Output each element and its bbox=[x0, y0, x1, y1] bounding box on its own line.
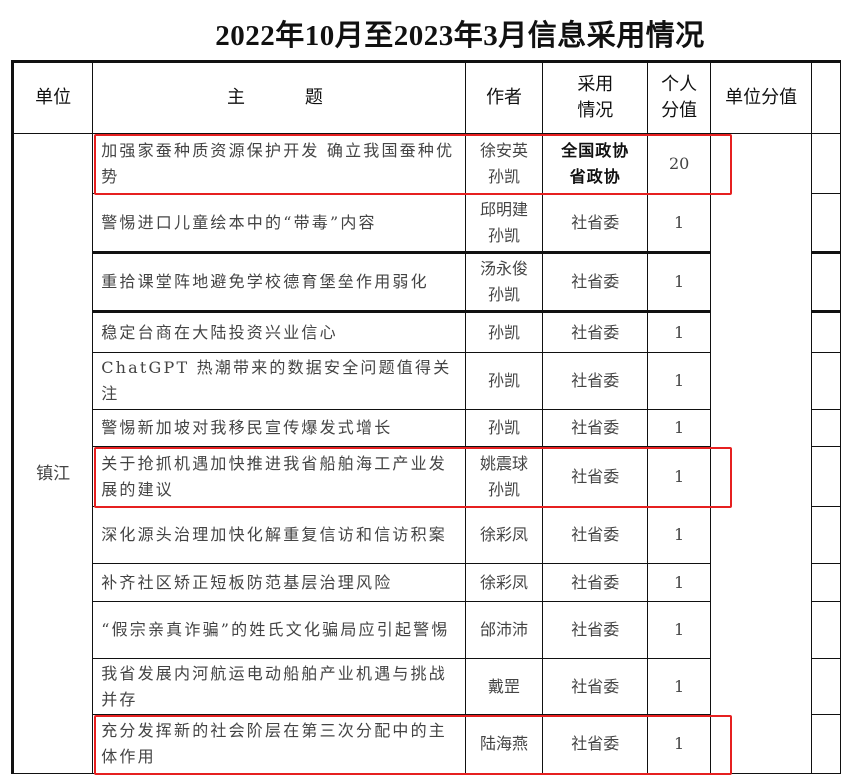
author-cell: 孙凯 bbox=[464, 409, 544, 447]
extra-cell bbox=[811, 409, 841, 447]
table-row: ChatGPT 热潮带来的数据安全问题值得关注 孙凯 社省委 1 bbox=[13, 352, 841, 410]
extra-cell bbox=[811, 193, 841, 253]
extra-cell bbox=[811, 601, 841, 659]
adoption-cell: 社省委 bbox=[542, 251, 649, 312]
header-personal-score: 个人分值 bbox=[647, 61, 712, 134]
personal-score-cell: 1 bbox=[647, 352, 712, 410]
unit-cell: 镇江 bbox=[11, 133, 94, 774]
author-cell: 汤永俊 孙凯 bbox=[464, 251, 544, 312]
table-row: 深化源头治理加快化解重复信访和信访积案 徐彩凤 社省委 1 bbox=[13, 506, 841, 564]
adoption-cell: 社省委 bbox=[542, 658, 649, 715]
page-title: 2022年10月至2023年3月信息采用情况 bbox=[215, 20, 705, 52]
adoption-cell: 社省委 bbox=[542, 409, 649, 447]
extra-cell bbox=[811, 352, 841, 410]
personal-score-cell: 1 bbox=[647, 409, 712, 447]
topic-cell: 深化源头治理加快化解重复信访和信访积案 bbox=[92, 506, 466, 564]
personal-score-cell: 1 bbox=[647, 251, 712, 312]
extra-cell bbox=[811, 133, 841, 194]
author-cell: 邱明建 孙凯 bbox=[464, 193, 544, 253]
personal-score-cell: 1 bbox=[647, 601, 712, 659]
adoption-cell: 社省委 bbox=[542, 310, 649, 353]
personal-score-cell: 1 bbox=[647, 506, 712, 564]
topic-cell: 警惕进口儿童绘本中的“带毒”内容 bbox=[92, 193, 466, 253]
author-cell: 徐彩凤 bbox=[464, 506, 544, 564]
extra-cell bbox=[811, 506, 841, 564]
adoption-cell: 社省委 bbox=[542, 714, 649, 774]
adoption-cell: 社省委 bbox=[542, 601, 649, 659]
topic-cell: 重拾课堂阵地避免学校德育堡垒作用弱化 bbox=[92, 251, 466, 312]
adoption-cell: 社省委 bbox=[542, 446, 649, 507]
personal-score-cell: 1 bbox=[647, 714, 712, 774]
topic-cell: “假宗亲真诈骗”的姓氏文化骗局应引起警惕 bbox=[92, 601, 466, 659]
table-row: 补齐社区矫正短板防范基层治理风险 徐彩凤 社省委 1 bbox=[13, 563, 841, 602]
table-row: “假宗亲真诈骗”的姓氏文化骗局应引起警惕 邰沛沛 社省委 1 bbox=[13, 601, 841, 659]
author-cell: 姚震球 孙凯 bbox=[464, 446, 544, 507]
adoption-cell: 社省委 bbox=[542, 506, 649, 564]
table-row: 稳定台商在大陆投资兴业信心 孙凯 社省委 1 bbox=[13, 310, 841, 353]
topic-cell: 警惕新加坡对我移民宣传爆发式增长 bbox=[92, 409, 466, 447]
header-adoption: 采用情况 bbox=[542, 61, 649, 134]
author-cell: 邰沛沛 bbox=[464, 601, 544, 659]
personal-score-cell: 1 bbox=[647, 193, 712, 253]
table-row: 重拾课堂阵地避免学校德育堡垒作用弱化 汤永俊 孙凯 社省委 1 bbox=[13, 251, 841, 312]
extra-cell bbox=[811, 658, 841, 715]
info-adoption-table: 单位 主 题 作者 采用情况 个人分值 单位分值 镇江 加强家蚕种质资源保护开发 … bbox=[11, 60, 841, 774]
header-unit: 单位 bbox=[11, 61, 94, 134]
personal-score-cell: 1 bbox=[647, 563, 712, 602]
header-unit-score: 单位分值 bbox=[710, 61, 813, 134]
personal-score-cell: 1 bbox=[647, 446, 712, 507]
topic-cell: 加强家蚕种质资源保护开发 确立我国蚕种优势 bbox=[92, 133, 466, 194]
adoption-cell: 全国政协 省政协 bbox=[542, 133, 649, 194]
topic-cell: 我省发展内河航运电动船舶产业机遇与挑战并存 bbox=[92, 658, 466, 715]
table-row: 我省发展内河航运电动船舶产业机遇与挑战并存 戴罡 社省委 1 bbox=[13, 658, 841, 715]
header-topic: 主 题 bbox=[92, 61, 466, 134]
author-cell: 徐安英 孙凯 bbox=[464, 133, 544, 194]
topic-cell: 稳定台商在大陆投资兴业信心 bbox=[92, 310, 466, 353]
personal-score-cell: 1 bbox=[647, 658, 712, 715]
header-extra bbox=[811, 61, 841, 134]
adoption-cell: 社省委 bbox=[542, 352, 649, 410]
topic-cell: 充分发挥新的社会阶层在第三次分配中的主体作用 bbox=[92, 714, 466, 774]
extra-cell bbox=[811, 714, 841, 774]
table-row: 警惕新加坡对我移民宣传爆发式增长 孙凯 社省委 1 bbox=[13, 409, 841, 447]
topic-cell: ChatGPT 热潮带来的数据安全问题值得关注 bbox=[92, 352, 466, 410]
unit-score-cell bbox=[710, 133, 813, 774]
header-author: 作者 bbox=[464, 61, 544, 134]
author-cell: 孙凯 bbox=[464, 352, 544, 410]
topic-cell: 关于抢抓机遇加快推进我省船舶海工产业发展的建议 bbox=[92, 446, 466, 507]
personal-score-cell: 1 bbox=[647, 310, 712, 353]
topic-cell: 补齐社区矫正短板防范基层治理风险 bbox=[92, 563, 466, 602]
adoption-cell: 社省委 bbox=[542, 563, 649, 602]
extra-cell bbox=[811, 310, 841, 353]
extra-cell bbox=[811, 446, 841, 507]
header-row: 单位 主 题 作者 采用情况 个人分值 单位分值 bbox=[11, 61, 841, 134]
author-cell: 孙凯 bbox=[464, 310, 544, 353]
author-cell: 徐彩凤 bbox=[464, 563, 544, 602]
table-row: 警惕进口儿童绘本中的“带毒”内容 邱明建 孙凯 社省委 1 bbox=[13, 193, 841, 253]
extra-cell bbox=[811, 251, 841, 312]
author-cell: 陆海燕 bbox=[464, 714, 544, 774]
author-cell: 戴罡 bbox=[464, 658, 544, 715]
adoption-cell: 社省委 bbox=[542, 193, 649, 253]
extra-cell bbox=[811, 563, 841, 602]
personal-score-cell: 20 bbox=[647, 133, 712, 194]
table-row: 镇江 加强家蚕种质资源保护开发 确立我国蚕种优势 徐安英 孙凯 全国政协 省政协 20 bbox=[11, 133, 841, 774]
